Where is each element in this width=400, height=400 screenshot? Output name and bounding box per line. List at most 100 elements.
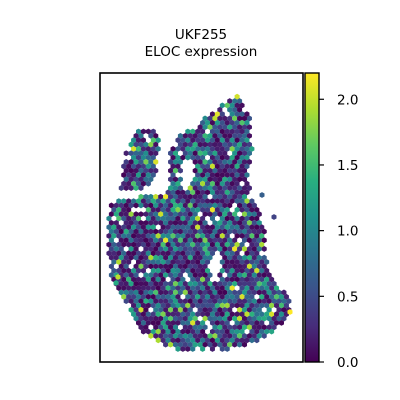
spot — [131, 215, 137, 222]
spot — [197, 263, 203, 270]
spot — [121, 267, 127, 274]
spot — [281, 298, 287, 305]
spot — [229, 154, 235, 161]
spot — [195, 320, 201, 326]
spot — [187, 341, 193, 348]
spot — [209, 137, 215, 144]
spot — [219, 346, 225, 352]
spot — [136, 259, 142, 265]
spot — [229, 285, 235, 291]
spot — [261, 237, 267, 244]
spot — [170, 189, 176, 196]
spot — [123, 176, 129, 183]
spot — [185, 320, 191, 326]
spot — [249, 241, 255, 248]
spot — [145, 206, 151, 213]
spot — [249, 198, 255, 204]
spot — [153, 246, 159, 252]
spot — [224, 163, 230, 170]
spot — [212, 167, 218, 174]
spot — [138, 159, 144, 165]
spot — [232, 167, 238, 174]
spot — [232, 280, 238, 287]
spot — [143, 228, 149, 235]
spot — [209, 233, 215, 239]
spot — [163, 228, 169, 235]
spot — [187, 185, 193, 191]
spot — [170, 233, 176, 239]
spot — [214, 180, 220, 187]
spot — [222, 211, 228, 218]
spot — [254, 302, 260, 309]
spot — [214, 198, 220, 204]
spot — [241, 159, 248, 165]
spot — [136, 285, 142, 291]
spot — [232, 185, 238, 191]
spot — [177, 228, 183, 235]
spot — [148, 289, 154, 296]
spot — [207, 280, 213, 287]
spot — [170, 163, 176, 170]
spot — [116, 206, 122, 213]
spot — [116, 215, 122, 222]
spot — [224, 276, 230, 283]
spot — [224, 224, 230, 231]
spot — [239, 215, 245, 222]
spot — [121, 224, 127, 231]
spot — [116, 267, 122, 274]
spot — [108, 202, 114, 209]
spot — [209, 311, 215, 318]
spot — [202, 202, 208, 209]
spot — [232, 159, 238, 165]
spot — [136, 293, 142, 300]
spot — [182, 341, 188, 348]
spot — [148, 150, 154, 157]
spot — [227, 193, 233, 200]
spot — [202, 289, 208, 296]
spot — [264, 302, 270, 309]
spot — [259, 328, 265, 335]
spot — [241, 219, 248, 226]
spot — [155, 267, 161, 274]
spot — [145, 172, 151, 178]
spot — [116, 224, 122, 231]
spot — [259, 311, 265, 318]
spot — [276, 306, 282, 313]
spot — [190, 206, 196, 213]
spot — [126, 259, 132, 265]
spot — [136, 146, 142, 152]
spot — [140, 259, 146, 265]
spot — [182, 280, 188, 287]
spot — [177, 246, 183, 252]
spot — [145, 311, 151, 318]
spot — [246, 324, 252, 331]
spot — [249, 337, 255, 344]
spot — [111, 206, 117, 213]
spot — [232, 98, 238, 104]
spot — [153, 159, 159, 165]
spot — [192, 193, 198, 200]
spot — [150, 137, 156, 144]
spot — [234, 337, 240, 344]
spot — [214, 154, 220, 161]
spot — [287, 309, 293, 315]
spot — [197, 193, 203, 200]
spot — [207, 246, 213, 252]
spot — [150, 276, 156, 283]
spot — [168, 246, 174, 252]
spot — [180, 259, 186, 265]
spot — [121, 250, 127, 257]
spot — [261, 324, 267, 331]
spot — [180, 241, 186, 248]
spot — [202, 263, 208, 270]
spot — [219, 146, 225, 152]
spot — [249, 146, 255, 152]
spot — [160, 276, 166, 283]
spot — [182, 219, 188, 226]
spot — [172, 185, 178, 191]
spot — [214, 206, 220, 213]
spot — [192, 132, 198, 139]
spot — [170, 180, 176, 187]
spot — [200, 146, 206, 152]
spot — [261, 228, 267, 235]
